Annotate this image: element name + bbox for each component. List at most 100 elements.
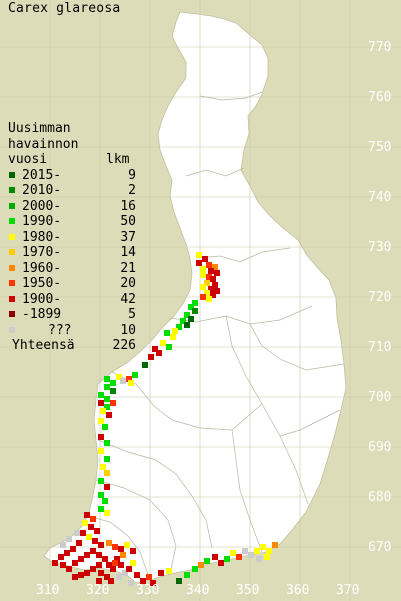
observation-square bbox=[272, 542, 278, 548]
observation-square bbox=[204, 290, 210, 296]
legend-item: 1970- 14 bbox=[8, 245, 136, 261]
observation-square bbox=[74, 530, 80, 536]
observation-square bbox=[110, 388, 116, 394]
observation-square bbox=[104, 484, 110, 490]
observation-square bbox=[116, 374, 122, 380]
northing-label: 740 bbox=[368, 190, 392, 205]
observation-square bbox=[98, 392, 104, 398]
legend-item: 1900- 42 bbox=[8, 292, 136, 308]
observation-square bbox=[210, 276, 216, 282]
observation-square bbox=[110, 400, 116, 406]
observation-square bbox=[256, 556, 262, 562]
legend-item-count: 37 bbox=[120, 229, 136, 245]
northing-label: 680 bbox=[368, 490, 392, 505]
observation-square bbox=[88, 524, 94, 530]
observation-square bbox=[188, 316, 194, 322]
observation-square bbox=[134, 572, 140, 578]
observation-square bbox=[120, 378, 126, 384]
observation-square bbox=[176, 324, 182, 330]
legend-item: 1990- 50 bbox=[8, 214, 136, 230]
observation-square bbox=[206, 296, 212, 302]
observation-square bbox=[118, 546, 124, 552]
legend-swatch bbox=[9, 326, 15, 333]
observation-square bbox=[188, 304, 194, 310]
observation-square bbox=[242, 548, 248, 554]
legend-swatch bbox=[9, 249, 15, 255]
legend-item: 2010- 2 bbox=[8, 183, 136, 199]
legend-swatch bbox=[9, 264, 15, 271]
observation-square bbox=[96, 562, 102, 568]
observation-square bbox=[128, 380, 134, 386]
legend: Uusimman havainnon vuosi lkm 2015- 9 2010-… bbox=[8, 121, 136, 354]
observation-square bbox=[98, 506, 104, 512]
observation-square bbox=[104, 510, 110, 516]
observation-square bbox=[128, 580, 134, 586]
observation-square bbox=[110, 380, 116, 386]
observation-square bbox=[214, 270, 220, 276]
observation-square bbox=[200, 284, 206, 290]
observation-square bbox=[78, 572, 84, 578]
observation-square bbox=[108, 578, 114, 584]
observation-square bbox=[160, 340, 166, 346]
observation-square bbox=[184, 572, 190, 578]
legend-item-label: -1899 bbox=[22, 307, 62, 322]
legend-item-label: ??? bbox=[48, 322, 72, 338]
easting-label: 310 bbox=[36, 583, 60, 598]
legend-items: 2015- 9 2010- 2 2000- 16 1990- 50 1980- 37 1970- 14… bbox=[8, 167, 136, 339]
legend-heading-line: vuosi bbox=[8, 152, 48, 167]
observation-square bbox=[76, 540, 82, 546]
observation-square bbox=[150, 580, 156, 586]
observation-square bbox=[172, 328, 178, 334]
observation-square bbox=[98, 570, 104, 576]
northing-label: 710 bbox=[368, 340, 392, 355]
legend-item: 2000- 16 bbox=[8, 199, 136, 215]
observation-square bbox=[120, 552, 126, 558]
legend-item-count: 14 bbox=[120, 245, 136, 260]
observation-square bbox=[166, 568, 172, 574]
observation-square bbox=[130, 548, 136, 554]
observation-square bbox=[98, 542, 104, 548]
observation-square bbox=[204, 558, 210, 564]
observation-square bbox=[98, 448, 104, 454]
observation-square bbox=[52, 560, 58, 566]
observation-square bbox=[104, 456, 110, 462]
observation-square bbox=[204, 280, 210, 286]
observation-square bbox=[106, 562, 112, 568]
observation-square bbox=[98, 492, 104, 498]
northing-label: 760 bbox=[368, 90, 392, 105]
legend-item-label: 1980- bbox=[22, 229, 62, 245]
legend-item-count: 42 bbox=[120, 291, 136, 307]
observation-square bbox=[214, 288, 220, 294]
observation-square bbox=[102, 556, 108, 562]
observation-square bbox=[104, 396, 110, 402]
legend-item-label: 2015- bbox=[22, 167, 62, 183]
observation-square bbox=[156, 350, 162, 356]
northing-label: 750 bbox=[368, 140, 392, 155]
northing-label: 730 bbox=[368, 240, 392, 255]
northing-label: 770 bbox=[368, 40, 392, 55]
legend-heading-line: Uusimman bbox=[8, 121, 71, 136]
observation-square bbox=[148, 354, 154, 360]
observation-square bbox=[126, 376, 132, 382]
observation-square bbox=[72, 574, 78, 580]
observation-square bbox=[94, 528, 100, 534]
legend-item-count: 16 bbox=[120, 198, 136, 214]
easting-label: 340 bbox=[186, 583, 210, 598]
legend-swatch bbox=[9, 311, 15, 317]
observation-square bbox=[90, 566, 96, 572]
observation-square bbox=[82, 520, 88, 526]
observation-square bbox=[102, 498, 108, 504]
northing-label: 670 bbox=[368, 540, 392, 555]
regional-borders bbox=[87, 91, 345, 581]
easting-label: 360 bbox=[286, 583, 310, 598]
observation-square bbox=[86, 534, 92, 540]
observation-square bbox=[230, 550, 236, 556]
observation-square bbox=[60, 542, 66, 548]
northing-label: 690 bbox=[368, 440, 392, 455]
observation-square bbox=[116, 574, 122, 580]
observation-square bbox=[84, 552, 90, 558]
observation-square bbox=[80, 530, 86, 536]
